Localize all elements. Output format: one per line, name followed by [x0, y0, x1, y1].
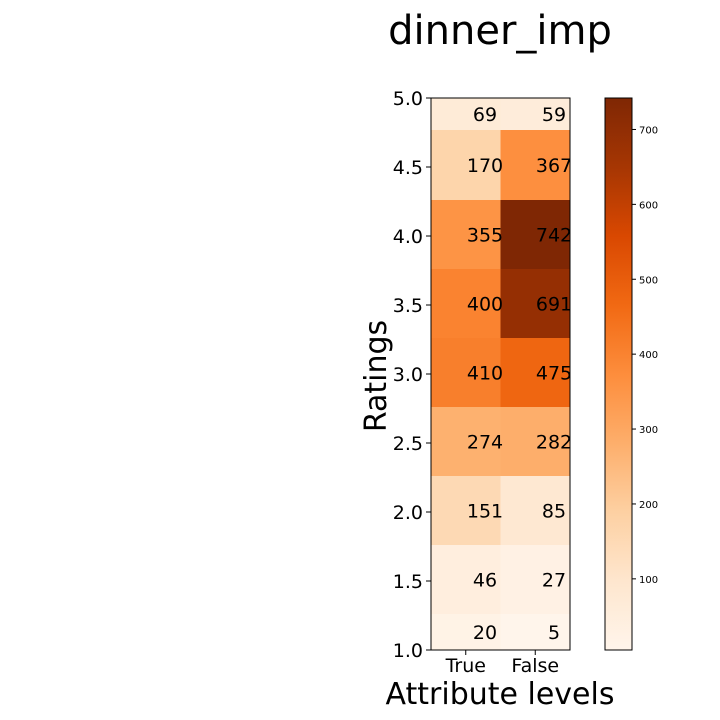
cell-value-label: 151 — [467, 501, 503, 523]
colorbar-tick-label: 400 — [639, 350, 658, 361]
cell-value-label: 410 — [467, 363, 503, 385]
heatmap-cell — [500, 130, 570, 200]
cell-value-label: 274 — [467, 432, 503, 454]
y-tick-label: 5.0 — [393, 88, 423, 110]
y-tick-label: 1.5 — [393, 571, 423, 593]
cell-value-label: 27 — [542, 570, 566, 592]
heatmap-cell — [431, 98, 501, 130]
x-tick-label: False — [511, 655, 559, 677]
heatmap-cell — [500, 98, 570, 130]
colorbar-gradient — [604, 97, 633, 651]
cell-value-label: 742 — [536, 225, 572, 247]
heatmap-cell — [431, 130, 501, 200]
x-axis-label: Attribute levels — [386, 677, 615, 712]
colorbar-tick-label: 600 — [639, 200, 658, 211]
heatmap-cell — [500, 200, 570, 269]
heatmap-cell — [431, 407, 501, 476]
cell-value-label: 367 — [536, 155, 572, 177]
y-axis-label: Ratings — [359, 320, 394, 432]
x-tick-label: True — [445, 655, 486, 677]
cell-value-label: 282 — [536, 432, 572, 454]
cell-value-label: 46 — [473, 570, 497, 592]
heatmap-cell — [500, 614, 570, 650]
y-tick-label: 1.0 — [393, 640, 423, 662]
chart-title: dinner_imp — [388, 8, 612, 54]
cell-value-label: 691 — [536, 294, 572, 316]
y-tick-label: 2.5 — [393, 433, 423, 455]
y-tick-label: 2.0 — [393, 502, 423, 524]
cell-value-label: 85 — [542, 501, 566, 523]
cell-value-label: 59 — [542, 104, 566, 126]
heatmap-cells — [431, 98, 570, 650]
x-axis-ticks: True False — [445, 650, 559, 677]
colorbar: 100 200 300 400 500 600 700 — [604, 97, 658, 651]
heatmap-cell — [431, 476, 501, 545]
colorbar-tick-label: 500 — [639, 275, 658, 286]
colorbar-tick-label: 100 — [639, 575, 658, 586]
y-tick-label: 4.0 — [393, 226, 423, 248]
cell-value-label: 355 — [467, 225, 503, 247]
colorbar-tick-label: 300 — [639, 425, 658, 436]
cell-value-label: 20 — [473, 622, 497, 644]
heatmap-cell — [431, 338, 501, 407]
cell-value-label: 475 — [536, 363, 572, 385]
cell-value-label: 400 — [467, 294, 503, 316]
heatmap-cell — [431, 269, 501, 338]
heatmap-cell — [431, 545, 501, 614]
heatmap-cell — [431, 614, 501, 650]
heatmap-cell — [500, 407, 570, 476]
cell-value-label: 170 — [467, 155, 503, 177]
colorbar-tick-label: 700 — [639, 125, 658, 136]
cell-value-label: 5 — [548, 622, 560, 644]
y-tick-label: 3.0 — [393, 364, 423, 386]
y-tick-label: 3.5 — [393, 295, 423, 317]
heatmap-cell — [500, 338, 570, 407]
heatmap-cell — [431, 200, 501, 269]
y-axis-ticks: 1.0 1.5 2.0 2.5 3.0 3.5 4.0 4.5 5.0 — [393, 88, 431, 662]
cell-labels: 20 5 46 27 151 85 274 282 410 475 400 691 355 742 170 3… — [467, 104, 572, 644]
heatmap-cell — [500, 269, 570, 338]
heatmap-cell — [500, 476, 570, 545]
colorbar-tick-label: 200 — [639, 500, 658, 511]
heatmap-cell — [500, 545, 570, 614]
y-tick-label: 4.5 — [393, 157, 423, 179]
cell-value-label: 69 — [473, 104, 497, 126]
